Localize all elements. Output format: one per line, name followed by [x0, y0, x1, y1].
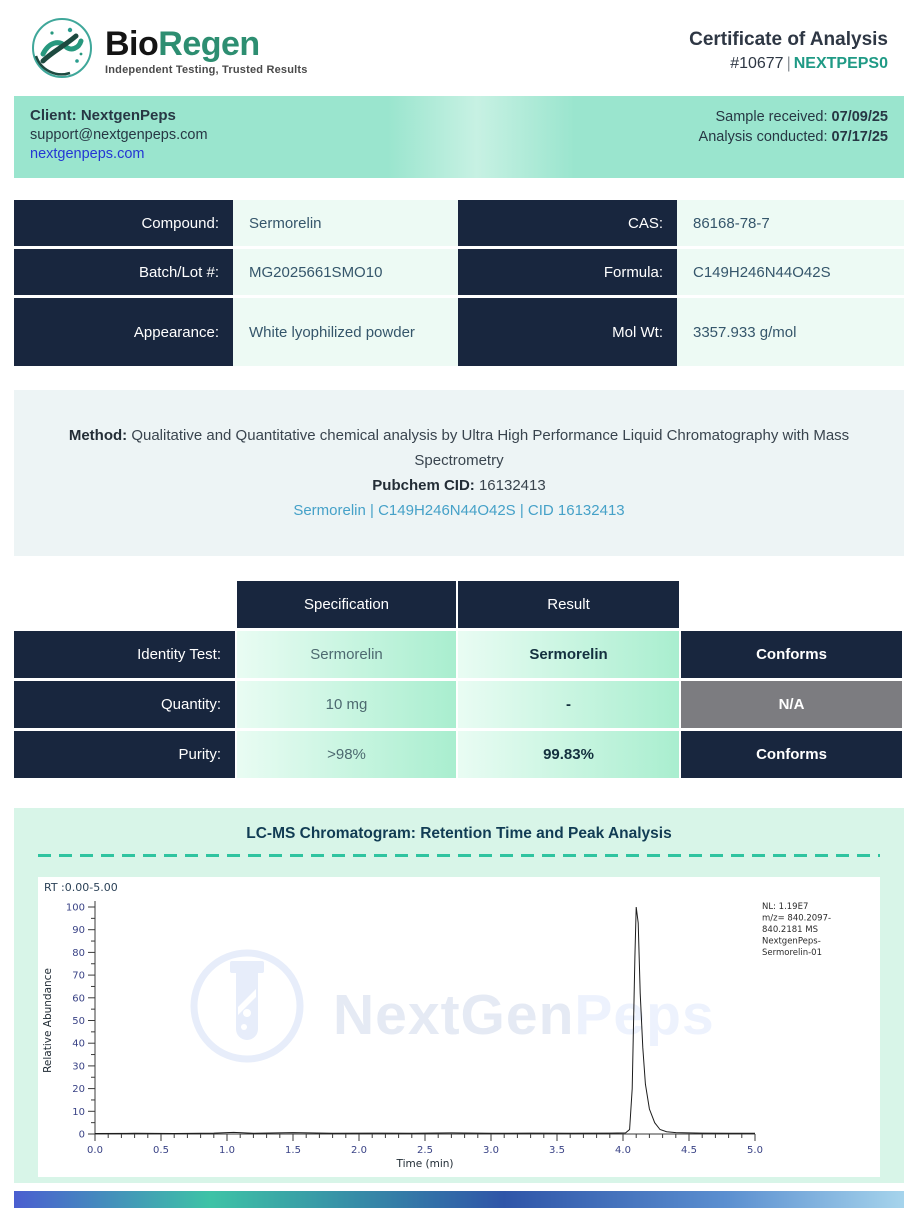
quantity-spec: 10 mg	[237, 681, 456, 728]
result-column-header: Result	[458, 581, 679, 628]
pubchem-cid-line: Pubchem CID: 16132413	[372, 477, 546, 494]
certificate-subtitle: #10677 | NEXTPEPS0	[730, 55, 888, 72]
client-info-bar: Client: NextgenPeps support@nextgenpeps.…	[14, 96, 904, 178]
chromatogram-svg: 0 10 20 30 40 50 60 70 80 90 100 0.0 0.5 1.0 1.5 2.0 2.5…	[42, 881, 831, 1170]
certificate-title: Certificate of Analysis	[689, 29, 888, 50]
svg-text:5.0: 5.0	[747, 1145, 763, 1156]
svg-text:NL: 1.19E7: NL: 1.19E7	[762, 902, 808, 912]
svg-text:70: 70	[72, 971, 85, 982]
bioregen-logo-icon	[30, 16, 94, 85]
identity-test-spec: Sermorelin	[237, 631, 456, 678]
svg-text:Sermorelin-01: Sermorelin-01	[762, 948, 822, 958]
formula-label: Formula:	[458, 249, 677, 295]
client-code: NEXTPEPS0	[793, 55, 888, 72]
compound-info-table: Compound: Sermorelin CAS: 86168-78-7 Bat…	[14, 200, 904, 366]
page-header: BioRegen Independent Testing, Trusted Re…	[0, 0, 918, 96]
svg-text:RT :0.00-5.00: RT :0.00-5.00	[44, 881, 118, 894]
sample-received-line: Sample received: 07/09/25	[715, 109, 888, 125]
dashed-separator	[38, 854, 880, 857]
bioregen-logo: BioRegen Independent Testing, Trusted Re…	[30, 16, 308, 85]
watermark-text: NextGenPeps	[333, 983, 715, 1047]
chromatogram-section: LC-MS Chromatogram: Retention Time and P…	[14, 808, 904, 1183]
batch-label: Batch/Lot #:	[14, 249, 233, 295]
svg-text:4.0: 4.0	[615, 1145, 631, 1156]
formula-value: C149H246N44O42S	[677, 249, 904, 295]
quantity-status: N/A	[681, 681, 902, 728]
results-header-spacer	[681, 581, 902, 628]
identity-test-result: Sermorelin	[458, 631, 679, 678]
svg-text:20: 20	[72, 1084, 85, 1095]
footer-gradient-bar	[14, 1191, 904, 1208]
svg-text:4.5: 4.5	[681, 1145, 697, 1156]
client-name-line: Client: NextgenPeps	[30, 107, 176, 124]
client-website-link[interactable]: nextgenpeps.com	[30, 146, 145, 162]
pubchem-link[interactable]: Sermorelin | C149H246N44O42S | CID 16132…	[293, 502, 625, 519]
svg-text:840.2181 MS: 840.2181 MS	[762, 925, 818, 935]
svg-text:60: 60	[72, 993, 85, 1004]
svg-text:2.0: 2.0	[351, 1145, 367, 1156]
compound-value: Sermorelin	[233, 200, 458, 246]
molwt-label: Mol Wt:	[458, 298, 677, 366]
svg-text:1.5: 1.5	[285, 1145, 301, 1156]
method-panel: Method: Qualitative and Quantitative che…	[14, 390, 904, 556]
chromatogram-chart: NextGenPeps 0 10 20 30 40 50 60 70 80 90 100 0.0 0.5…	[38, 877, 880, 1177]
molwt-value: 3357.933 g/mol	[677, 298, 904, 366]
svg-text:Time (min): Time (min)	[395, 1158, 453, 1170]
quantity-result: -	[458, 681, 679, 728]
svg-text:40: 40	[72, 1039, 85, 1050]
svg-text:3.5: 3.5	[549, 1145, 565, 1156]
identity-test-label: Identity Test:	[14, 631, 235, 678]
specification-column-header: Specification	[237, 581, 456, 628]
svg-text:80: 80	[72, 948, 85, 959]
svg-text:Relative Abundance: Relative Abundance	[42, 968, 54, 1073]
svg-text:10: 10	[72, 1107, 85, 1118]
brand-tagline: Independent Testing, Trusted Results	[105, 63, 308, 76]
purity-status: Conforms	[681, 731, 902, 778]
svg-text:0.0: 0.0	[87, 1145, 103, 1156]
cas-label: CAS:	[458, 200, 677, 246]
purity-spec: >98%	[237, 731, 456, 778]
svg-text:m/z= 840.2097-: m/z= 840.2097-	[762, 914, 831, 924]
svg-text:0.5: 0.5	[153, 1145, 169, 1156]
svg-text:2.5: 2.5	[417, 1145, 433, 1156]
watermark-flask-icon	[188, 947, 306, 1070]
svg-text:1.0: 1.0	[219, 1145, 235, 1156]
appearance-value: White lyophilized powder	[233, 298, 458, 366]
quantity-label: Quantity:	[14, 681, 235, 728]
analysis-conducted-line: Analysis conducted: 07/17/25	[698, 128, 888, 145]
results-table: Specification Result Identity Test: Serm…	[14, 581, 904, 778]
svg-text:50: 50	[72, 1016, 85, 1027]
purity-label: Purity:	[14, 731, 235, 778]
identity-test-status: Conforms	[681, 631, 902, 678]
results-header-spacer	[14, 581, 235, 628]
cas-value: 86168-78-7	[677, 200, 904, 246]
watermark: NextGenPeps	[38, 877, 880, 1177]
svg-text:90: 90	[72, 925, 85, 936]
svg-text:0: 0	[79, 1130, 85, 1141]
chromatogram-title: LC-MS Chromatogram: Retention Time and P…	[246, 825, 672, 842]
method-description: Method: Qualitative and Quantitative che…	[68, 427, 850, 469]
report-number: #10677	[730, 55, 784, 72]
batch-value: MG2025661SMO10	[233, 249, 458, 295]
client-email: support@nextgenpeps.com	[30, 126, 208, 143]
purity-result: 99.83%	[458, 731, 679, 778]
svg-text:30: 30	[72, 1061, 85, 1072]
svg-text:NextgenPeps-: NextgenPeps-	[762, 937, 821, 947]
appearance-label: Appearance:	[14, 298, 233, 366]
brand-name: BioRegen	[105, 24, 260, 63]
svg-text:3.0: 3.0	[483, 1145, 499, 1156]
svg-text:100: 100	[66, 903, 85, 914]
compound-label: Compound:	[14, 200, 233, 246]
